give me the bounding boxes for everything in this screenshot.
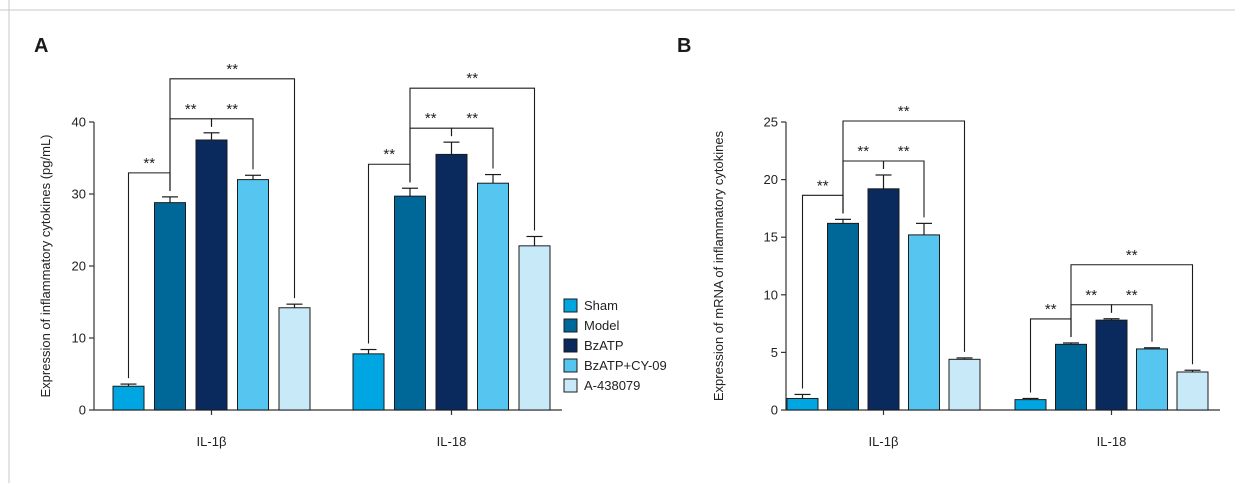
x-category-label: IL-1β [869, 434, 899, 449]
bar [237, 179, 269, 411]
bar [827, 222, 859, 411]
bar [1095, 319, 1128, 411]
legend-swatch [563, 358, 578, 373]
bar [278, 307, 311, 411]
significance-label: ** [1085, 287, 1097, 304]
significance-bracket [1110, 304, 1153, 342]
bar [195, 139, 228, 411]
significance-bracket [882, 160, 925, 218]
y-tick-label: 20 [764, 172, 778, 187]
significance-label: ** [226, 61, 238, 78]
legend-swatch [563, 318, 578, 333]
bar [867, 188, 900, 411]
significance-label: ** [185, 101, 197, 118]
significance-bracket [169, 78, 296, 299]
y-tick-label: 10 [764, 287, 778, 302]
significance-bracket [210, 118, 254, 170]
y-axis-label: Expression of mRNA of inflammatory cytok… [711, 130, 726, 401]
y-tick-label: 0 [79, 403, 86, 418]
y-tick-label: 40 [72, 115, 86, 130]
significance-label: ** [898, 103, 910, 120]
significance-bracket [842, 120, 966, 352]
legend-swatch [563, 298, 578, 313]
panel-b-letter: B [677, 35, 691, 57]
significance-label: ** [1045, 301, 1057, 318]
y-tick-label: 10 [72, 331, 86, 346]
significance-bracket [1070, 264, 1194, 365]
significance-bracket [450, 127, 494, 169]
y-tick-label: 25 [764, 115, 778, 130]
bar [1136, 348, 1168, 411]
significance-label: ** [1126, 287, 1138, 304]
significance-label: ** [143, 155, 155, 172]
bar [435, 153, 468, 411]
bar [394, 195, 426, 411]
legend-label: BzATP [584, 338, 624, 353]
legend-swatch [563, 338, 578, 353]
panel-a-chart: 0 10 20 30 40 Expression of inflammatory cyto… [38, 61, 562, 449]
significance-label: ** [466, 110, 478, 127]
bar [948, 358, 981, 411]
x-category-label: IL-1β [197, 434, 227, 449]
significance-label: ** [898, 143, 910, 160]
bar [908, 234, 940, 411]
y-tick-label: 30 [72, 187, 86, 202]
bar [352, 353, 385, 411]
bar [518, 245, 551, 411]
legend-label: Sham [584, 298, 618, 313]
panel-a-letter: A [34, 35, 48, 57]
bar [154, 202, 186, 411]
y-axis-label: Expression of inflammatory cytokines (pg… [38, 135, 53, 398]
bar [1055, 343, 1087, 411]
significance-label: ** [425, 110, 437, 127]
legend-label: A-438079 [584, 378, 640, 393]
y-tick-label: 0 [771, 403, 778, 418]
x-category-label: IL-18 [1097, 434, 1127, 449]
significance-label: ** [383, 146, 395, 163]
significance-label: ** [226, 101, 238, 118]
panel-b-chart: 0 5 10 15 20 25 Expression of mRNA of inflamma… [711, 103, 1220, 449]
significance-label: ** [466, 70, 478, 87]
legend-swatch [563, 378, 578, 393]
legend: Sham Model BzATP BzATP+CY-09 A-438079 [563, 298, 667, 393]
y-tick-label: 20 [72, 259, 86, 274]
bar [112, 385, 145, 411]
bar [786, 397, 819, 411]
significance-bracket [409, 87, 536, 231]
legend-label: BzATP+CY-09 [584, 358, 667, 373]
bar [477, 182, 509, 411]
bar [1014, 399, 1047, 411]
x-category-label: IL-18 [437, 434, 467, 449]
bar [1176, 371, 1209, 411]
significance-label: ** [857, 143, 869, 160]
legend-label: Model [584, 318, 620, 333]
significance-label: ** [1126, 247, 1138, 264]
significance-label: ** [817, 177, 829, 194]
y-tick-label: 5 [771, 345, 778, 360]
y-tick-label: 15 [764, 230, 778, 245]
